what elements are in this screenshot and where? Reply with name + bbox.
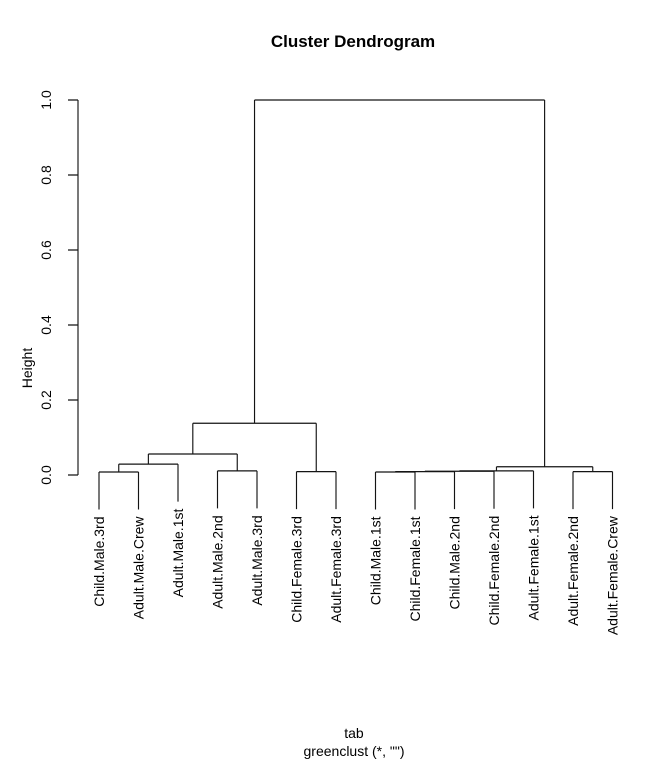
y-tick-label: 1.0 [38,90,54,110]
leaf-label: Child.Female.3rd [289,516,305,623]
xlab-method-line: greenclust (*, "") [303,742,405,759]
y-tick-label: 0.8 [38,165,54,185]
leaf-label: Adult.Male.3rd [249,515,265,605]
y-tick-label: 0.4 [38,315,54,335]
leaf-label: Child.Male.3rd [91,517,107,607]
leaf-label: Adult.Female.2nd [565,516,581,626]
y-axis-label: Height [19,348,35,389]
y-tick-label: 0.2 [38,390,54,410]
leaf-label: Child.Female.1st [407,516,423,621]
leaf-label: Adult.Female.Crew [605,515,621,635]
xlab-variable-name: tab [344,725,364,741]
x-axis-caption: tab greenclust (*, "") [304,725,405,760]
leaf-label: Child.Male.2nd [447,516,463,609]
y-tick-label: 0.0 [38,465,54,485]
leaf-label: Adult.Male.Crew [131,516,147,620]
leaf-label: Adult.Female.3rd [328,516,344,623]
y-axis-path [68,99,79,476]
dendrogram-tree-path [98,99,614,510]
leaf-label: Adult.Female.1st [526,515,542,620]
leaf-label: Adult.Male.2nd [210,515,226,608]
leaf-label: Child.Male.1st [368,516,384,605]
chart-title: Cluster Dendrogram [270,32,436,51]
y-tick-label: 0.6 [38,240,54,260]
leaf-label: Adult.Male.1st [170,509,186,598]
leaf-label: Child.Female.2nd [486,516,502,626]
